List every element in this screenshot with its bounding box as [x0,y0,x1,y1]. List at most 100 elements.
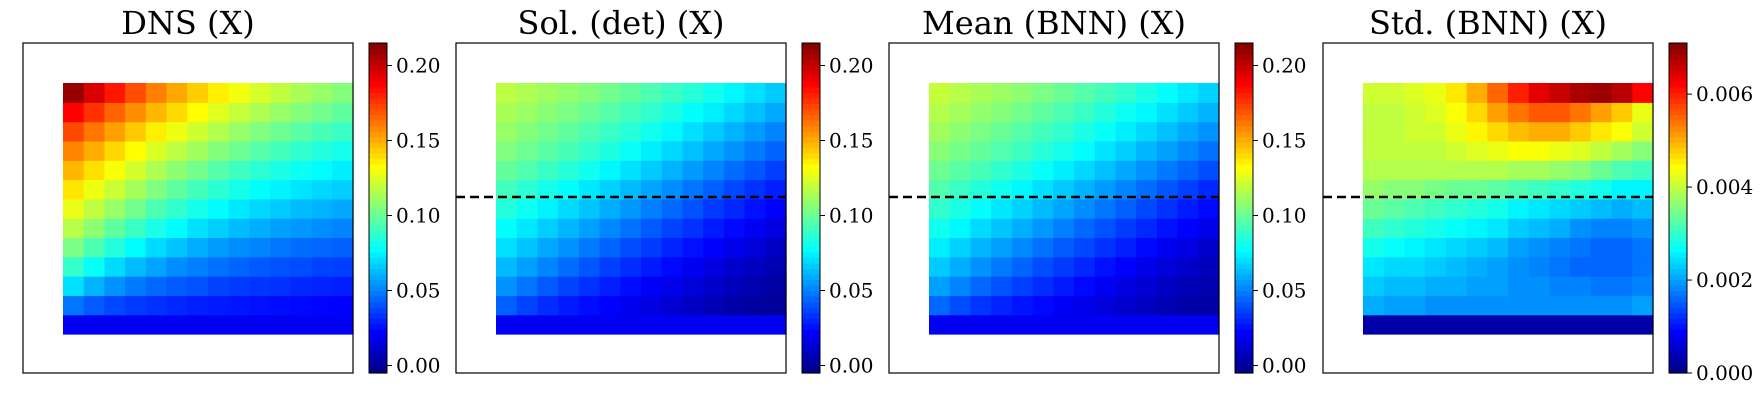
heatmap-cell [1074,121,1096,142]
heatmap-cell [1383,314,1406,335]
heatmap-cell [1136,237,1158,258]
colorbar-segment [1235,125,1253,132]
colorbar-segment [1669,362,1687,369]
heatmap-cell [83,218,106,239]
heatmap-cell [723,237,746,258]
heatmap-cell [311,237,333,258]
heatmap-cell [63,295,85,316]
colorbar-segment [802,147,820,154]
heatmap-cell [1528,295,1551,316]
heatmap-cell [1383,121,1406,142]
heatmap-cell [661,256,684,277]
heatmap-cell [1198,83,1220,103]
heatmap-cell [270,140,292,161]
colorbar-segment [1669,186,1687,193]
heatmap-cell [208,140,230,161]
heatmap-cell [228,160,251,181]
heatmap-cell [1611,295,1633,316]
colorbar-segment [1669,65,1687,72]
axes-frame [22,42,354,374]
heatmap-cell [1198,256,1220,277]
colorbar-segment [1235,290,1253,297]
heatmap-cell [104,314,126,335]
heatmap-cell [641,218,663,239]
heatmap-cell [187,83,209,103]
heatmap-cell [1404,121,1426,142]
heatmap-cell [1425,160,1447,181]
colorbar-segment [802,136,820,143]
colorbar-segment [802,142,820,149]
heatmap-cell [1074,102,1096,123]
heatmap-cell [723,121,746,142]
heatmap-cell [1136,314,1158,335]
heatmap-cell [1528,83,1551,103]
heatmap-cell [1053,256,1075,277]
heatmap-cell [1611,218,1633,239]
colorbar-segment [802,285,820,292]
axes-frame [888,42,1220,374]
heatmap-cell [578,121,601,142]
heatmap-cell [1487,83,1509,103]
colorbar: 0.000 0.002 0.004 0.006 [1668,42,1753,385]
colorbar-segment [1669,180,1687,187]
heatmap-cell [1632,179,1654,200]
heatmap-cell [1425,198,1447,219]
colorbar-segment [1235,197,1253,204]
heatmap-cell [949,140,972,161]
heatmap-cell [1363,179,1385,200]
colorbar-segment [802,103,820,110]
heatmap-cell [641,314,663,335]
heatmap-cell [1611,102,1633,123]
heatmap-cell [1094,160,1117,181]
heatmap-cell [1156,295,1179,316]
heatmap-cell [208,314,230,335]
heatmap-cell [641,83,663,103]
heatmap-cell [1528,121,1551,142]
colorbar-segment [369,98,387,105]
heatmap-cell [1487,237,1509,258]
heatmap-cell [1115,198,1137,219]
heatmap-cell [1177,314,1199,335]
colorbar-segment [369,65,387,72]
colorbar-segment [1235,224,1253,231]
heatmap-cell [125,160,147,181]
heatmap-cell [1115,237,1137,258]
heatmap-cell [1094,256,1117,277]
heatmap-cell [1053,140,1075,161]
heatmap-cell [1363,160,1385,181]
heatmap-cell [145,179,168,200]
heatmap-cell [929,121,951,142]
heatmap-cell [1466,160,1488,181]
heatmap-cell [949,198,972,219]
heatmap-cell [1632,276,1654,296]
heatmap-cell [125,140,147,161]
heatmap-cell [1487,121,1509,142]
heatmap-cell [1487,160,1509,181]
heatmap-cell [744,218,766,239]
colorbar-segment [802,356,820,363]
colorbar-segment [369,158,387,165]
heatmap-cell [1115,83,1137,103]
heatmap-cell [1528,160,1551,181]
heatmap-cell [1570,256,1592,277]
heatmap-cell [1445,160,1468,181]
heatmap-cell [1549,121,1571,142]
heatmap-cell [496,218,518,239]
heatmap-cell [765,179,787,200]
heatmap-cell [1508,295,1530,316]
colorbar-segment [802,263,820,270]
heatmap-cell [1053,121,1075,142]
heatmap-cell [1549,218,1571,239]
heatmap-cell [1363,121,1385,142]
heatmap-cell [1115,276,1137,296]
heatmap-cell [1011,121,1034,142]
heatmap-cell [929,218,951,239]
heatmap-cell [228,237,251,258]
heatmap-cell [1445,237,1468,258]
heatmap-cell [970,121,992,142]
colorbar-tick-label: 0.000 [1696,361,1753,385]
heatmap-cell [187,121,209,142]
heatmap-cell [1136,276,1158,296]
colorbar-segment [1669,318,1687,325]
heatmap-cell [270,218,292,239]
